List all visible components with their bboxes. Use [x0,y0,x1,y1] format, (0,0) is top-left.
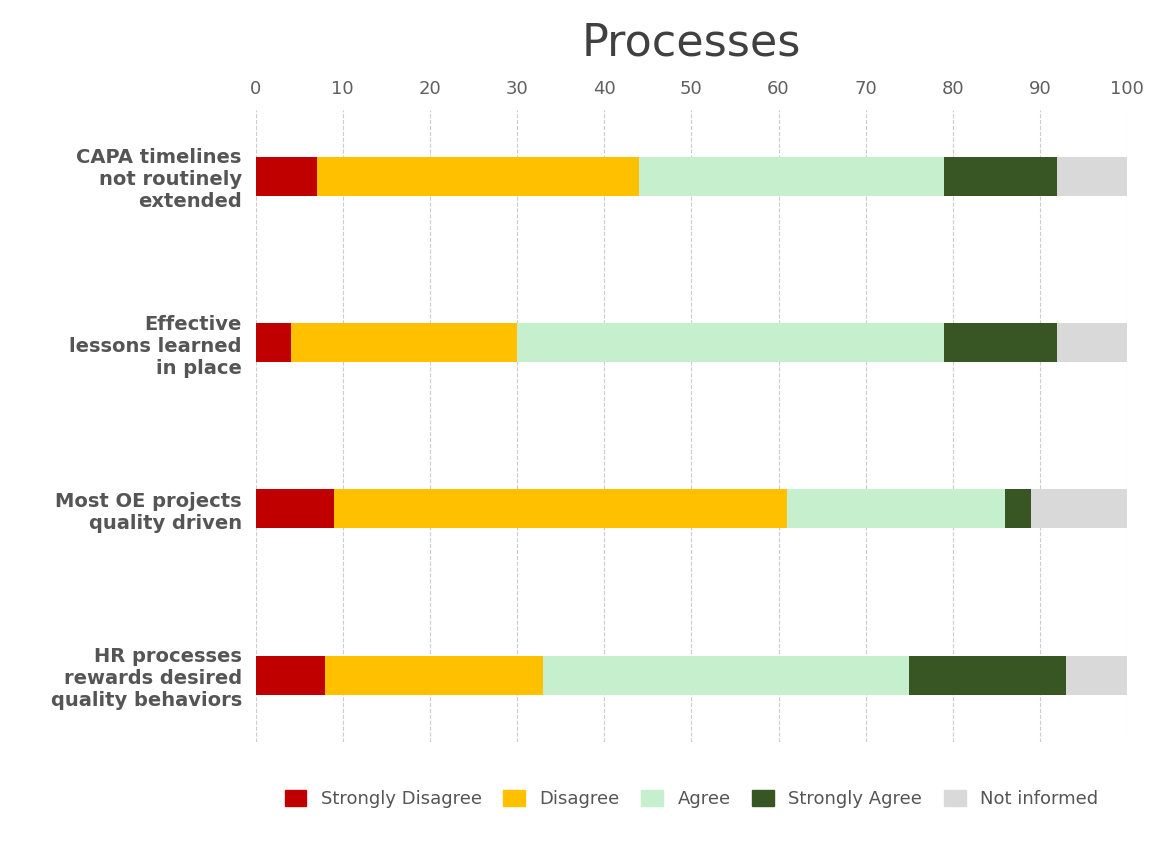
Bar [639,157,944,196]
Bar [256,656,325,695]
Bar [1057,323,1127,362]
Legend: Strongly Disagree, Disagree, Agree, Strongly Agree, Not informed: Strongly Disagree, Disagree, Agree, Stro… [278,782,1105,815]
Bar [316,157,639,196]
Bar [290,323,517,362]
Bar [1057,157,1127,196]
Bar [788,490,1005,529]
Bar [1032,490,1127,529]
Bar [256,323,290,362]
Bar [909,656,1067,695]
Bar [944,157,1057,196]
Bar [325,656,544,695]
Title: Processes: Processes [582,21,801,64]
Bar [544,656,909,695]
Bar [335,490,788,529]
Bar [517,323,944,362]
Bar [1067,656,1127,695]
Bar [256,490,335,529]
Bar [944,323,1057,362]
Bar [1005,490,1032,529]
Bar [256,157,316,196]
